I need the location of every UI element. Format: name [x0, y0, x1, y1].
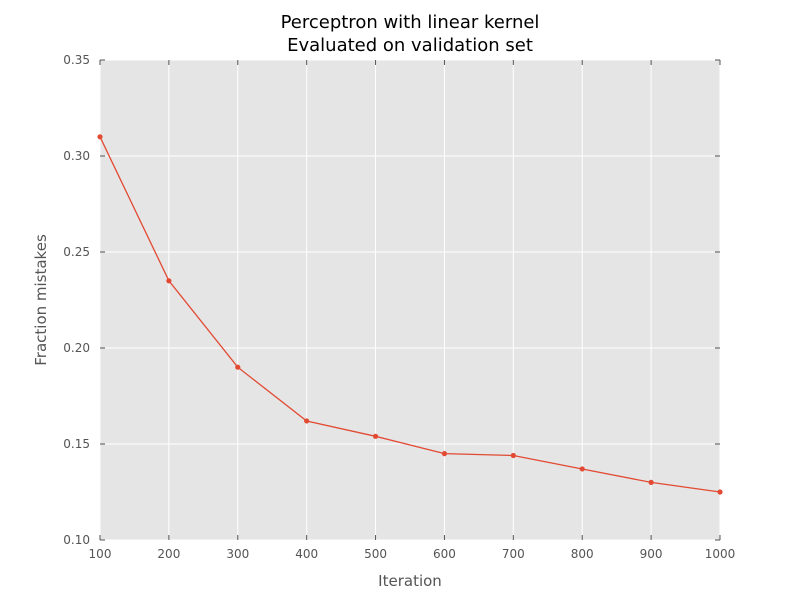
plot-area [100, 60, 720, 540]
x-tick-label: 300 [226, 547, 249, 561]
data-point [441, 451, 448, 457]
y-tick-label: 0.15 [63, 437, 90, 451]
grid-lines [99, 59, 721, 541]
y-tick-label: 0.20 [63, 341, 90, 355]
x-tick-label: 400 [295, 547, 318, 561]
x-tick-label: 500 [364, 547, 387, 561]
data-point [648, 479, 654, 485]
axis-ticks: 100 200 300 400 500 600 700 800 900 1000 0.10 0.15 0… [63, 53, 735, 561]
x-tick-label: 800 [571, 547, 594, 561]
series-group [97, 134, 723, 495]
x-tick-label: 200 [157, 547, 180, 561]
data-point [717, 489, 723, 495]
x-tick-label: 1000 [705, 547, 736, 561]
data-point [304, 418, 310, 424]
x-tick-label: 900 [640, 547, 663, 561]
data-point [579, 466, 585, 472]
chart-subtitle: Evaluated on validation set [287, 35, 533, 56]
data-point [166, 278, 172, 284]
data-point [235, 364, 241, 370]
x-tick-label: 700 [502, 547, 525, 561]
y-tick-label: 0.10 [63, 533, 90, 547]
y-axis-label: Fraction mistakes [32, 234, 50, 366]
x-tick-label: 100 [89, 547, 112, 561]
chart-title: Perceptron with linear kernel [280, 12, 540, 33]
data-point [372, 433, 379, 439]
y-tick-label: 0.25 [63, 245, 90, 259]
y-tick-label: 0.35 [63, 53, 90, 67]
series-line [99, 136, 721, 493]
data-point [510, 452, 516, 459]
y-tick-label: 0.30 [63, 149, 90, 163]
x-tick-label: 600 [433, 547, 456, 561]
data-point [97, 134, 103, 140]
x-axis-label: Iteration [378, 572, 442, 590]
